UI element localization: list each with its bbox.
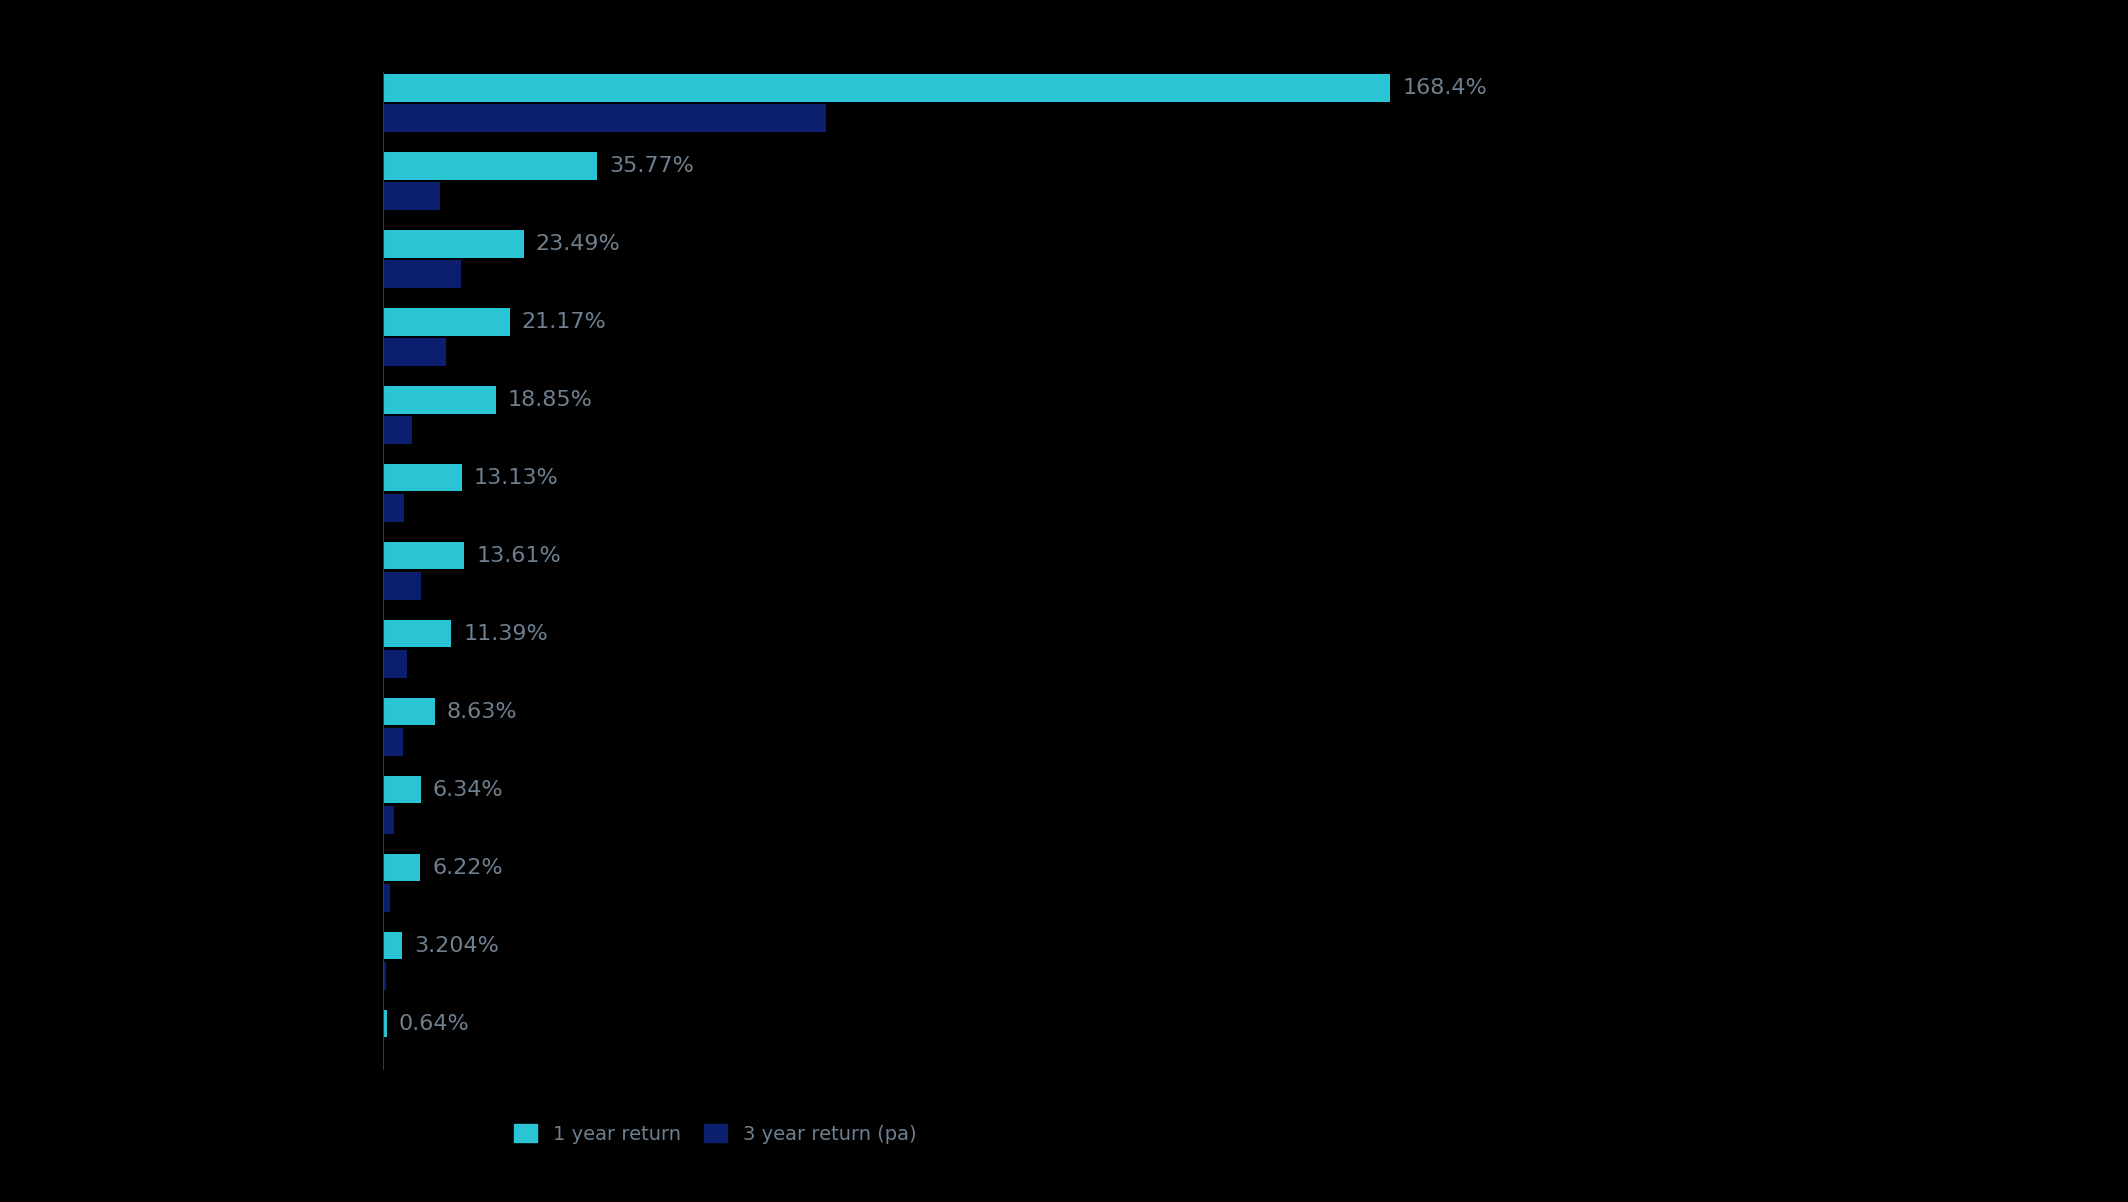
Bar [383,261,462,287]
Text: 13.61%: 13.61% [477,546,562,566]
Bar [383,542,464,570]
Bar [383,620,451,648]
Bar [383,807,394,834]
Bar [383,572,421,600]
Text: 23.49%: 23.49% [536,234,619,254]
Bar [383,416,411,444]
Bar [383,728,402,756]
Bar [383,464,462,492]
Bar [383,153,598,179]
Text: 35.77%: 35.77% [609,156,694,175]
Legend: 1 year return, 3 year return (pa): 1 year return, 3 year return (pa) [513,1124,917,1143]
Text: 21.17%: 21.17% [521,311,606,332]
Text: 13.13%: 13.13% [475,468,558,488]
Bar [383,183,440,209]
Bar [383,650,406,678]
Bar [383,933,402,959]
Bar [383,386,496,413]
Bar [383,231,523,257]
Text: 0.64%: 0.64% [398,1013,470,1034]
Bar [383,494,404,522]
Text: 11.39%: 11.39% [464,624,547,644]
Bar [383,339,447,365]
Bar [383,1010,387,1037]
Bar [383,308,511,335]
Text: 8.63%: 8.63% [447,702,517,722]
Bar [383,105,826,132]
Bar [383,776,421,803]
Text: 18.85%: 18.85% [509,389,592,410]
Bar [383,855,419,881]
Text: 3.204%: 3.204% [415,936,500,956]
Bar [383,963,385,989]
Bar [383,885,389,911]
Text: 6.34%: 6.34% [432,780,504,799]
Text: 6.22%: 6.22% [432,858,502,877]
Bar [383,75,1390,101]
Bar [383,698,434,726]
Text: 168.4%: 168.4% [1402,78,1487,97]
